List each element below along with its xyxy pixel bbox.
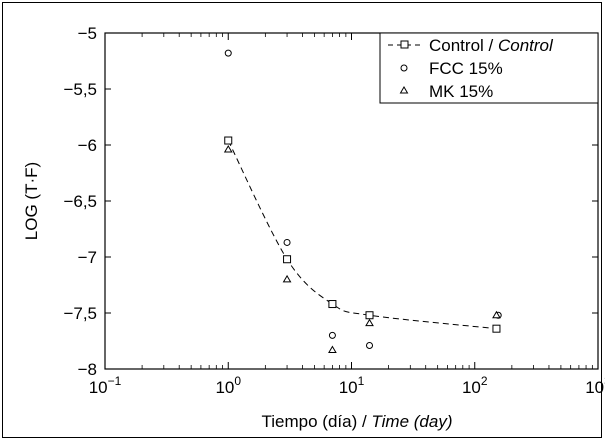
y-tick-label: −7 bbox=[78, 248, 97, 267]
control-point bbox=[224, 136, 233, 145]
x-axis-ticks: 10−1 100 101 102 103 bbox=[89, 33, 605, 397]
fcc-point bbox=[224, 49, 232, 57]
fcc-point bbox=[283, 238, 291, 246]
y-tick-label: −6,5 bbox=[63, 192, 97, 211]
y-tick-label: −7,5 bbox=[63, 304, 97, 323]
fcc-point bbox=[366, 341, 374, 349]
mk-point bbox=[492, 310, 501, 319]
y-tick-label: −5,5 bbox=[63, 80, 97, 99]
legend-item-control: Control / Control bbox=[388, 36, 554, 55]
mk-point bbox=[365, 318, 374, 327]
legend-control-label: Control / Control bbox=[429, 36, 554, 55]
legend-mk-label: MK 15% bbox=[429, 82, 493, 101]
fcc-point bbox=[328, 331, 336, 339]
x-tick-label: 100 bbox=[215, 374, 241, 397]
y-axis-ticks: −5 −5,5 −6 −6,5 −7 −7,5 −8 bbox=[63, 24, 598, 379]
legend-item-mk: MK 15% bbox=[399, 82, 493, 101]
x-tick-label: 101 bbox=[339, 374, 365, 397]
legend-item-fcc: FCC 15% bbox=[400, 59, 503, 78]
legend-square-marker bbox=[400, 40, 409, 49]
y-tick-label: −6 bbox=[78, 136, 97, 155]
control-point bbox=[365, 311, 374, 320]
control-point bbox=[283, 255, 292, 264]
y-tick-label: −5 bbox=[78, 24, 97, 43]
control-point bbox=[492, 324, 501, 333]
x-tick-label: 102 bbox=[462, 374, 488, 397]
x-tick-label: 103 bbox=[585, 374, 605, 397]
y-axis-title: LOG (T·F) bbox=[22, 162, 41, 240]
legend-triangle-marker bbox=[399, 86, 409, 94]
mk-point bbox=[328, 345, 337, 353]
x-tick-label: 10−1 bbox=[89, 374, 122, 397]
mk-point bbox=[282, 274, 292, 283]
y-tick-label: −8 bbox=[78, 360, 97, 379]
data-markers bbox=[223, 49, 502, 353]
legend-circle-marker bbox=[400, 64, 408, 72]
legend-fcc-label: FCC 15% bbox=[429, 59, 503, 78]
x-axis-title: Tiempo (día) / Time (day) bbox=[262, 412, 453, 431]
control-series-line bbox=[227, 140, 497, 330]
legend: Control / Control FCC 15% MK 15% bbox=[379, 32, 599, 104]
control-point bbox=[328, 300, 337, 309]
mk-point bbox=[223, 144, 233, 153]
